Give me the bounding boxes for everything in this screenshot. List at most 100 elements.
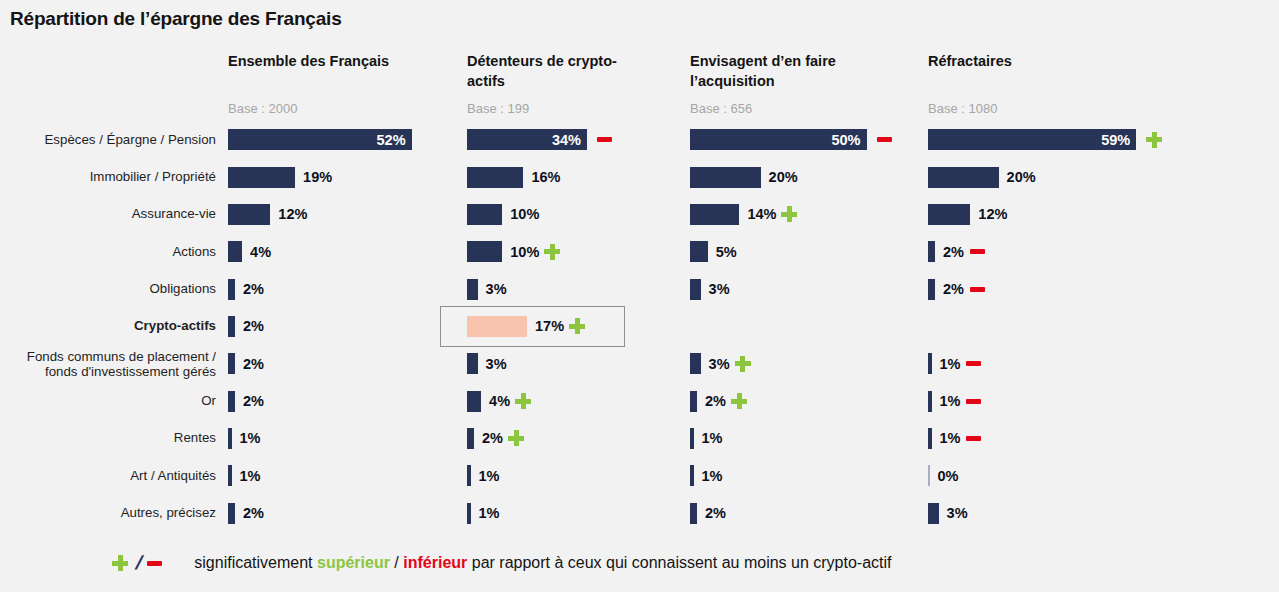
bar	[228, 204, 270, 225]
bar: 34%	[467, 129, 587, 150]
bar-cell: 34%	[467, 121, 612, 158]
bar-cell: 50%	[690, 121, 892, 158]
bar	[928, 353, 932, 374]
base-label-envisagent: Base : 656	[690, 101, 752, 116]
bar-cell: 10%	[467, 196, 539, 233]
bar	[928, 391, 932, 412]
bar-value: 34%	[552, 132, 581, 148]
plus-icon	[112, 555, 128, 571]
bar	[467, 241, 502, 262]
bar-cell: 2%	[690, 382, 747, 419]
minus-icon	[966, 436, 981, 441]
bar-value: 1%	[240, 430, 261, 446]
bar-cell: 2%	[228, 270, 264, 307]
bar-value: 4%	[250, 244, 271, 260]
minus-icon	[597, 137, 612, 142]
bar	[928, 241, 935, 262]
bar-cell: 1%	[228, 420, 260, 457]
bar-value: 12%	[978, 206, 1007, 222]
bar-value: 1%	[940, 430, 961, 446]
page-title: Répartition de l’épargne des Français	[10, 8, 342, 30]
significance-legend: / significativement supérieur / inférieu…	[112, 552, 892, 574]
bar: 52%	[228, 129, 412, 150]
bar-cell: 3%	[690, 270, 730, 307]
bar-cell: 2%	[690, 494, 726, 531]
row-label: Espèces / Épargne / Pension	[0, 132, 216, 147]
bar-value: 1%	[479, 505, 500, 521]
bar-cell: 2%	[228, 345, 264, 382]
bar-cell: 16%	[467, 158, 561, 195]
minus-icon	[877, 137, 892, 142]
row-label: Actions	[0, 244, 216, 259]
bar-cell: 4%	[467, 382, 531, 419]
bar	[690, 279, 701, 300]
bar: 50%	[690, 129, 867, 150]
bar	[467, 167, 523, 188]
plus-icon	[735, 356, 751, 372]
bar-value: 3%	[709, 281, 730, 297]
bar	[228, 167, 295, 188]
bar-value: 2%	[243, 318, 264, 334]
bar-cell: 4%	[228, 233, 271, 270]
bar	[690, 241, 708, 262]
bar-cell: 0%	[928, 457, 958, 494]
bar-value: 1%	[702, 430, 723, 446]
bar-cell: 1%	[928, 420, 981, 457]
minus-icon	[147, 561, 162, 566]
legend-superieur: supérieur	[317, 554, 390, 571]
bar-value: 20%	[1007, 169, 1036, 185]
plus-icon	[569, 318, 585, 334]
row-label: Rentes	[0, 431, 216, 446]
bar	[928, 204, 970, 225]
bar	[467, 465, 471, 486]
bar	[690, 503, 697, 524]
row-label: Immobilier / Propriété	[0, 169, 216, 184]
chart-row: Assurance-vie12%10%14%12%	[0, 196, 1279, 233]
row-label: Assurance-vie	[0, 207, 216, 222]
bar-cell: 3%	[690, 345, 751, 382]
bar-cell: 1%	[467, 494, 499, 531]
bar-value: 10%	[510, 244, 539, 260]
bar	[690, 204, 739, 225]
bar	[228, 353, 235, 374]
bar-value: 1%	[479, 468, 500, 484]
plus-icon	[508, 430, 524, 446]
legend-text-part: /	[390, 554, 403, 571]
bar-cell: 2%	[928, 233, 985, 270]
bar	[690, 428, 694, 449]
bar	[467, 391, 481, 412]
bar-value: 17%	[535, 318, 564, 334]
bar-cell: 2%	[228, 308, 264, 345]
bar	[228, 391, 235, 412]
bar-cell: 2%	[228, 382, 264, 419]
bar	[928, 279, 935, 300]
bar-value: 2%	[243, 393, 264, 409]
bar-cell: 20%	[928, 158, 1036, 195]
bar-value: 2%	[705, 393, 726, 409]
base-label-refractaires: Base : 1080	[928, 101, 997, 116]
bar-value: 2%	[943, 281, 964, 297]
bar-cell: 14%	[690, 196, 797, 233]
row-label: Obligations	[0, 281, 216, 296]
bar-cell: 3%	[467, 270, 507, 307]
bar-value: 1%	[240, 468, 261, 484]
minus-icon	[966, 399, 981, 404]
chart-row: Espèces / Épargne / Pension 52% 34% 50% 59%	[0, 121, 1279, 158]
bar-cell: 2%	[928, 270, 985, 307]
bar	[467, 503, 471, 524]
bar	[228, 241, 242, 262]
bar	[467, 428, 474, 449]
chart-row: Fonds communs de placement / fonds d'inv…	[0, 345, 1279, 382]
bar	[228, 316, 235, 337]
bar-cell: 10%	[467, 233, 560, 270]
bar-cell: 1%	[928, 382, 981, 419]
chart-rows: Espèces / Épargne / Pension 52% 34% 50% 59% I…	[0, 121, 1279, 532]
plus-icon	[1146, 132, 1162, 148]
bar-value: 4%	[489, 393, 510, 409]
column-header-envisagent: Envisagent d’en faire l’acquisition	[690, 52, 862, 91]
base-label-ensemble: Base : 2000	[228, 101, 297, 116]
bar-value: 59%	[1101, 132, 1130, 148]
bar-cell: 2%	[467, 420, 524, 457]
base-label-detenteurs: Base : 199	[467, 101, 529, 116]
bar-cell: 17%	[467, 308, 585, 345]
